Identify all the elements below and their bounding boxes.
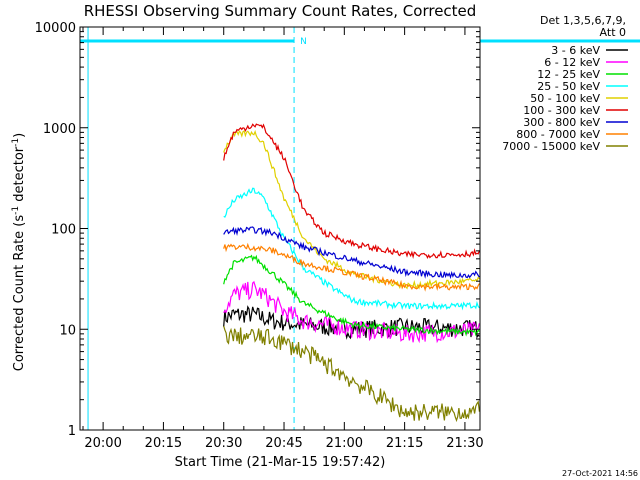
series-line-0 [223, 305, 480, 340]
legend-label: 3 - 6 keV [551, 44, 600, 57]
legend-header-line-1: Det 1,3,5,6,7,9, [540, 14, 626, 27]
y-tick-label: 10000 [35, 21, 76, 36]
x-tick-label: 21:15 [386, 436, 423, 451]
x-tick-label: 20:00 [84, 436, 121, 451]
legend-label: 6 - 12 keV [544, 56, 600, 69]
legend-label: 100 - 300 keV [523, 104, 600, 117]
series-line-7 [223, 242, 480, 292]
series-line-8 [223, 325, 480, 423]
saa-marker-label: N [300, 37, 307, 47]
x-tick-label: 20:15 [145, 436, 182, 451]
x-tick-label: 21:00 [326, 436, 363, 451]
series-layer [223, 123, 480, 423]
plot-frame [79, 26, 481, 431]
y-tick-label: 100 [51, 223, 76, 238]
series-line-1 [223, 280, 480, 344]
series-line-2 [223, 254, 480, 337]
overlay-layer: N [80, 27, 640, 430]
y-axis-label: Corrected Count Rate (s-1 detector-1) [11, 133, 27, 371]
series-line-5 [223, 123, 480, 259]
legend-header-line-2: Att 0 [600, 26, 626, 39]
y-tick-label: 1 [68, 424, 76, 439]
axes-layer: 1 10 100 1000 10000 20:00 20:15 20:30 20:45 21:00… [35, 21, 484, 451]
legend-label: 12 - 25 keV [537, 68, 600, 81]
chart-title: RHESSI Observing Summary Count Rates, Co… [84, 2, 477, 20]
series-line-6 [223, 226, 480, 280]
series-line-3 [223, 187, 480, 311]
legend-label: 7000 - 15000 keV [502, 140, 600, 153]
x-tick-label: 20:45 [265, 436, 302, 451]
legend-label: 800 - 7000 keV [516, 128, 600, 141]
y-tick-label: 1000 [43, 122, 76, 137]
x-tick-label: 21:30 [446, 436, 483, 451]
x-axis-label: Start Time (21-Mar-15 19:57:42) [175, 455, 386, 470]
x-tick-label: 20:30 [205, 436, 242, 451]
legend-label: 25 - 50 keV [537, 80, 600, 93]
footer-date: 27-Oct-2021 14:56 [562, 469, 638, 478]
y-tick-label: 10 [59, 323, 76, 338]
legend-label: 50 - 100 keV [530, 92, 600, 105]
legend-label: 300 - 800 keV [523, 116, 600, 129]
